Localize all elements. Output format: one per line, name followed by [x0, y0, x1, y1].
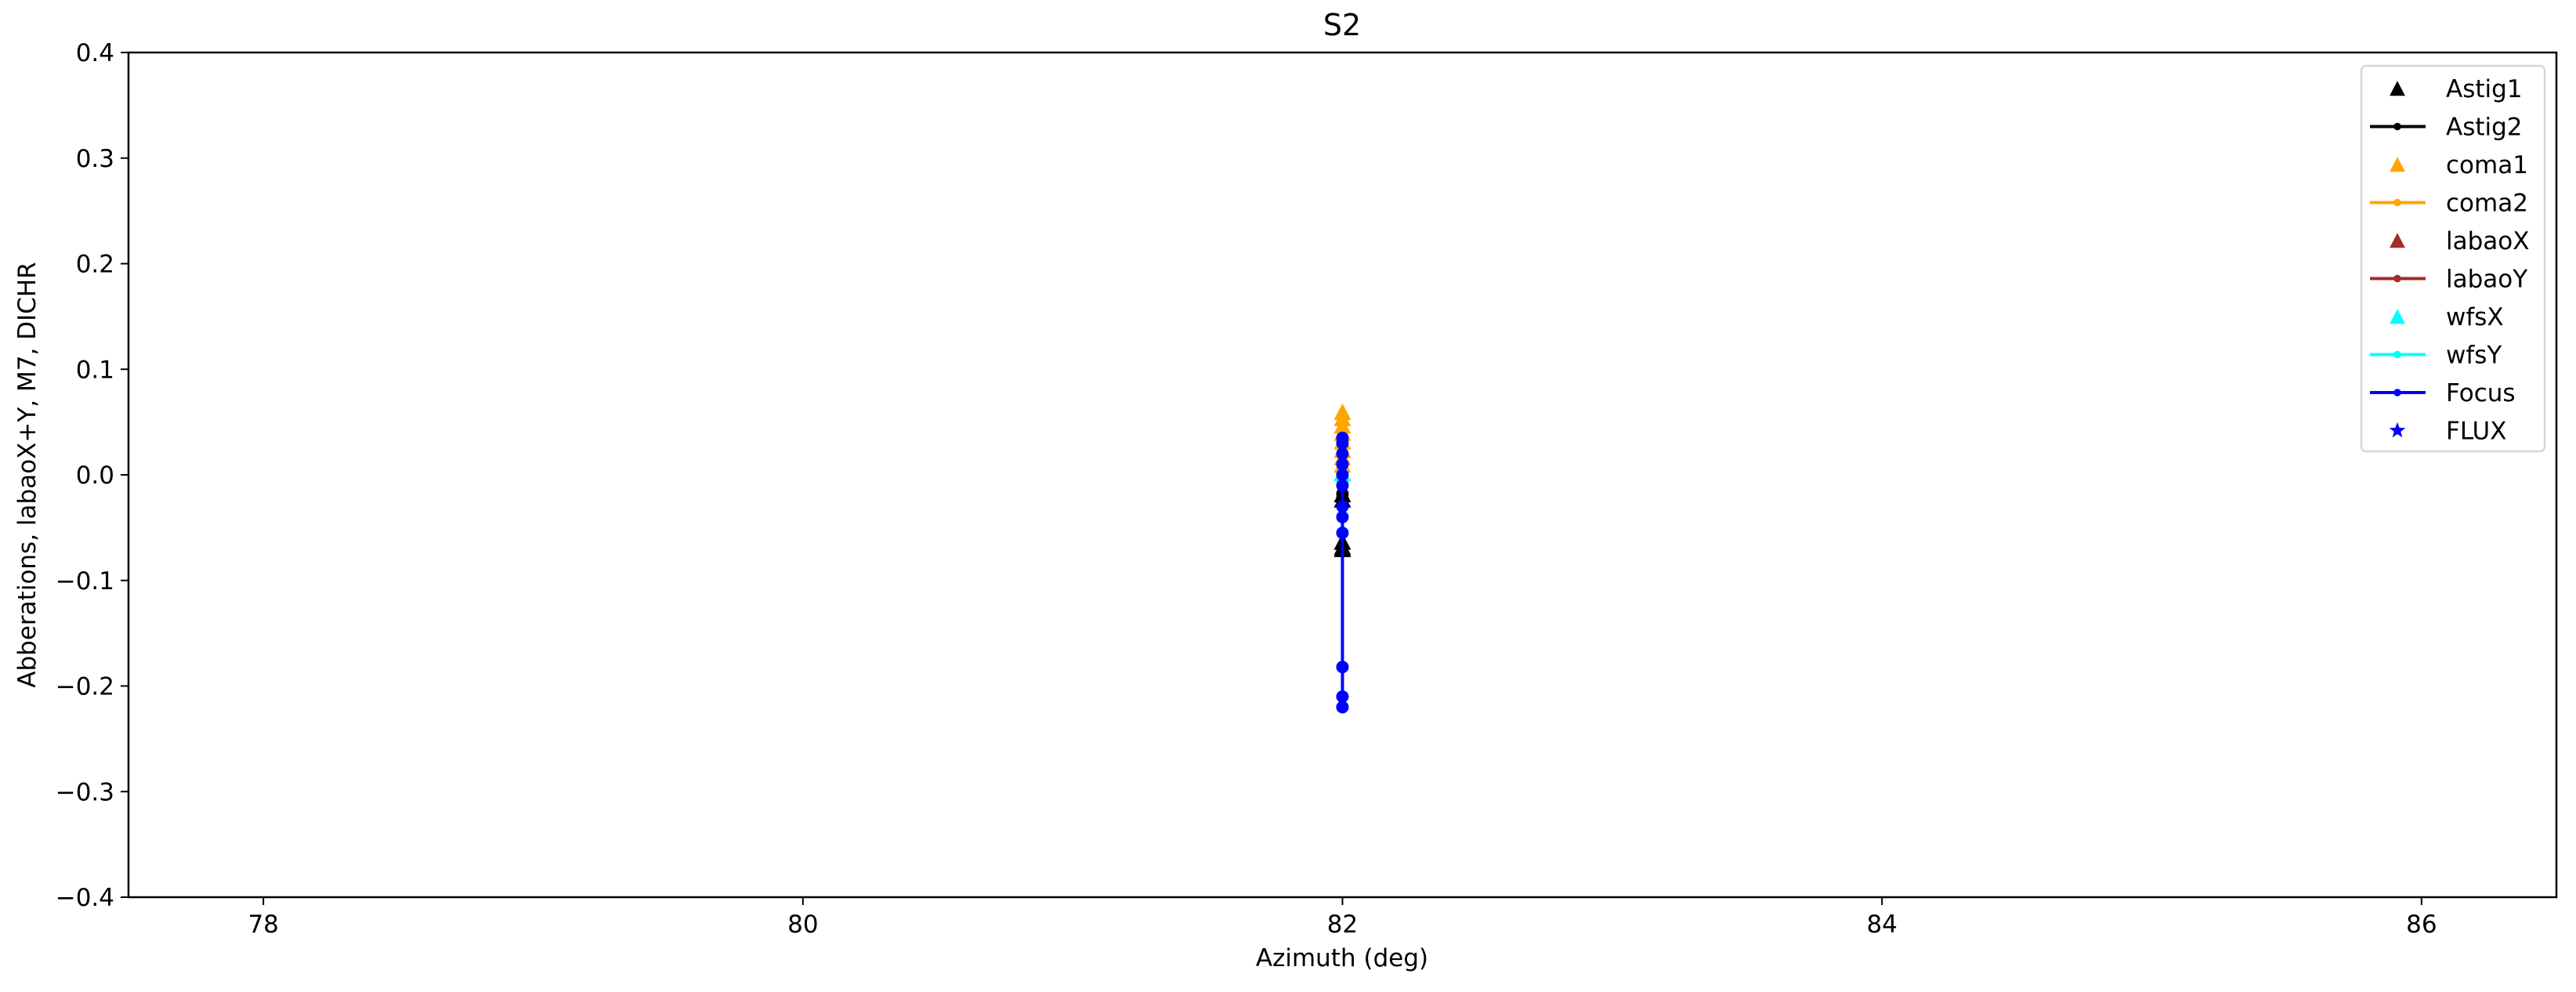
- data-point: [1336, 469, 1349, 481]
- triangle-icon: [2390, 309, 2405, 324]
- triangle-icon: [2390, 157, 2405, 172]
- legend-item: wfsX: [2390, 303, 2504, 331]
- data-point: [1336, 479, 1349, 492]
- legend-item: FLUX: [2389, 418, 2507, 446]
- legend-item: Astig1: [2390, 75, 2523, 103]
- plot-frame: [127, 51, 2558, 899]
- data-point: [1336, 690, 1349, 703]
- legend-label: Astig2: [2446, 114, 2523, 142]
- data-point: [1336, 458, 1349, 471]
- legend-item: wfsY: [2370, 342, 2502, 370]
- legend-label: Focus: [2446, 379, 2516, 407]
- data-point: [1336, 527, 1349, 540]
- legend-item: coma1: [2390, 151, 2528, 179]
- triangle-icon: [2390, 81, 2405, 96]
- data-point: [1336, 510, 1349, 523]
- data-point: [1336, 436, 1349, 450]
- legend-label: labaoY: [2446, 266, 2527, 294]
- legend-label: wfsX: [2446, 303, 2504, 331]
- star-icon: [2389, 422, 2406, 438]
- x-tick-label: 84: [1866, 911, 1897, 939]
- y-tick-label: 0.2: [76, 251, 114, 279]
- y-tick-label: 0.3: [76, 145, 114, 173]
- data-point: [1336, 447, 1349, 461]
- dot-icon: [2393, 350, 2401, 359]
- legend-label: FLUX: [2446, 418, 2507, 446]
- y-tick-label: −0.4: [56, 884, 114, 912]
- legend-item: labaoX: [2390, 227, 2530, 255]
- chart-title: S2: [1323, 8, 1361, 42]
- legend-label: coma2: [2446, 190, 2528, 218]
- y-tick-label: 0.4: [76, 39, 114, 67]
- x-tick-label: 78: [248, 911, 278, 939]
- data-point: [1336, 661, 1349, 674]
- legend-item: labaoY: [2370, 266, 2527, 294]
- triangle-icon: [2390, 233, 2405, 248]
- dot-icon: [2393, 389, 2401, 396]
- y-tick-label: −0.1: [56, 567, 114, 596]
- dot-icon: [2393, 274, 2401, 283]
- y-tick-label: −0.2: [56, 673, 114, 701]
- data-point: [1336, 500, 1349, 513]
- legend-label: labaoX: [2446, 227, 2530, 255]
- legend-label: Astig1: [2446, 75, 2523, 103]
- legend-item: Astig2: [2370, 114, 2523, 142]
- legend: Astig1 Astig2 coma1 coma2 labaoX labaoY wfsX wf…: [2360, 64, 2546, 453]
- dot-icon: [2393, 198, 2401, 207]
- legend-label: wfsY: [2446, 342, 2502, 370]
- y-tick-label: 0.1: [76, 356, 114, 384]
- legend-label: coma1: [2446, 151, 2528, 179]
- dot-icon: [2393, 122, 2401, 131]
- data-point: [1336, 701, 1349, 714]
- x-tick-label: 86: [2406, 911, 2437, 939]
- y-tick-label: −0.3: [56, 778, 114, 806]
- series-focus: [1336, 431, 1349, 714]
- y-tick-label: 0.0: [76, 462, 114, 490]
- legend-item: Focus: [2370, 379, 2516, 407]
- y-axis-label: Abberations, labaoX+Y, M7, DICHR: [13, 262, 42, 687]
- x-tick-label: 80: [787, 911, 818, 939]
- x-axis-label: Azimuth (deg): [1256, 944, 1428, 972]
- x-tick-label: 82: [1327, 911, 1358, 939]
- legend-item: coma2: [2370, 190, 2528, 218]
